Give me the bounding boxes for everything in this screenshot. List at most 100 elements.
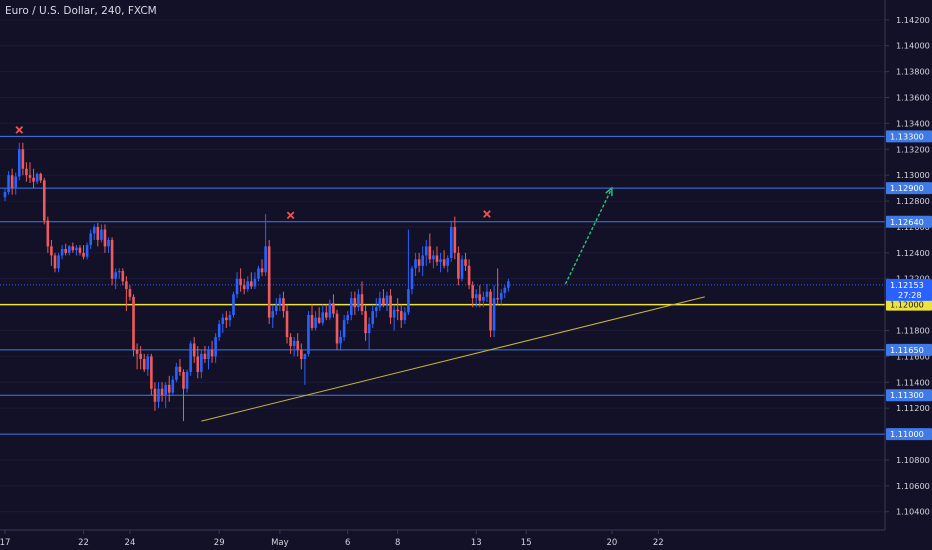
candle-body-up <box>460 259 464 279</box>
candle-body-down <box>464 259 467 266</box>
candle-body-up <box>407 289 410 313</box>
candle-body-up <box>485 291 489 297</box>
candle-body-down <box>160 388 164 396</box>
price-level-badge <box>886 182 932 195</box>
candle-body-up <box>371 311 375 325</box>
candle-body-down <box>250 281 253 287</box>
price-level-badge <box>886 428 932 441</box>
candle-body-down <box>32 177 35 182</box>
y-tick-label: 1.14000 <box>896 41 930 51</box>
candle-body-up <box>264 246 267 273</box>
candle-body-up <box>17 149 21 177</box>
price-level-badge-label: 1.11650 <box>890 345 924 355</box>
candle-body-down <box>300 349 303 359</box>
candle-body-up <box>367 324 371 334</box>
candle-body-down <box>167 384 171 393</box>
y-tick-label: 1.10800 <box>896 455 930 465</box>
candle-body-up <box>75 247 78 251</box>
candle-body-down <box>496 298 499 300</box>
candle-body-down <box>399 311 403 321</box>
projection-arrow[interactable] <box>564 187 613 285</box>
candle-body-down <box>325 312 328 318</box>
candle-body-down <box>78 247 82 253</box>
candle-body-up <box>107 239 110 247</box>
candle-body-up <box>228 314 232 321</box>
candle-body-up <box>482 296 485 301</box>
candle-body-down <box>225 317 228 321</box>
candle-body-up <box>157 388 160 402</box>
price-level-badge <box>886 389 932 402</box>
candle-body-up <box>60 248 64 256</box>
candle-body-up <box>421 255 424 266</box>
price-level-badge-label: 1.11300 <box>890 390 924 400</box>
candle-body-down <box>82 252 85 257</box>
candle-body-down <box>182 371 185 389</box>
candle-body-up <box>253 278 257 287</box>
candle-body-down <box>203 353 207 359</box>
candle-body-down <box>46 220 50 247</box>
candle-body-down <box>453 226 457 253</box>
candle-body-down <box>139 353 142 359</box>
y-tick-label: 1.13000 <box>896 170 930 180</box>
candle-body-up <box>207 349 210 359</box>
price-level-badge <box>886 298 932 311</box>
candle-body-down <box>210 349 214 357</box>
candle-body-up <box>217 324 221 337</box>
candle-body-up <box>235 278 239 295</box>
y-tick-label: 1.11600 <box>896 351 930 361</box>
candle-body-up <box>410 268 414 290</box>
x-tick-label: 13 <box>471 538 482 548</box>
candle-body-down <box>39 173 42 181</box>
candle-body-down <box>110 239 114 279</box>
candle-body-up <box>314 317 317 328</box>
drawing-tools[interactable] <box>201 186 705 422</box>
candle-body-up <box>214 336 217 357</box>
price-level-badge-label: 1.11000 <box>890 429 924 439</box>
x-tick-label: 15 <box>521 538 532 548</box>
candle-body-up <box>439 259 442 262</box>
y-tick-label: 1.11400 <box>896 377 930 387</box>
projection-arrow-head <box>605 186 613 197</box>
candle-body-down <box>353 298 357 308</box>
candle-body-up <box>378 298 382 308</box>
candle-body-down <box>192 343 196 357</box>
price-level-badge-label: 1.12640 <box>890 217 924 227</box>
y-tick-label: 1.10600 <box>896 481 930 491</box>
candle-body-down <box>382 298 385 305</box>
candle-body-down <box>71 246 75 251</box>
candle-body-up <box>392 309 396 318</box>
candle-body-down <box>417 259 421 266</box>
x-tick-label: 17 <box>0 538 10 548</box>
candle-body-down <box>239 278 242 286</box>
candle-body-down <box>289 336 292 347</box>
ascending-trendline[interactable] <box>201 296 705 422</box>
candle-body-down <box>435 255 439 262</box>
candle-body-up <box>175 366 178 380</box>
candle-body-up <box>185 371 189 389</box>
x-tick-label: 22 <box>78 538 89 548</box>
price-levels[interactable] <box>0 135 885 435</box>
candle-body-down <box>153 388 157 402</box>
candle-body-down <box>64 248 67 253</box>
candle-body-up <box>414 259 417 269</box>
time-axis[interactable]: 17 22 24 29 May 6 8 13 15 20 22 <box>0 530 664 548</box>
candle-body-down <box>285 311 289 337</box>
candle-body-up <box>271 311 275 318</box>
y-tick-label: 1.10400 <box>896 507 930 517</box>
candle-body-up <box>257 268 260 279</box>
candle-body-up <box>492 298 496 331</box>
candle-body-up <box>321 312 325 323</box>
candle-body-down <box>317 317 321 323</box>
swing-high-marker <box>483 210 491 218</box>
candle-body-down <box>332 303 335 314</box>
price-axis-labels: 1.13300 1.12900 1.12640 1.11650 1.11300 1.110… <box>886 130 932 441</box>
candle-body-up <box>307 314 310 354</box>
candle-body-up <box>57 255 60 269</box>
candle-body-up <box>164 384 167 396</box>
candle-body-up <box>171 379 175 393</box>
x-tick-label: 6 <box>345 538 350 548</box>
candle-body-up <box>89 233 92 246</box>
candle-body-down <box>442 259 446 266</box>
candle-body-down <box>150 356 153 389</box>
